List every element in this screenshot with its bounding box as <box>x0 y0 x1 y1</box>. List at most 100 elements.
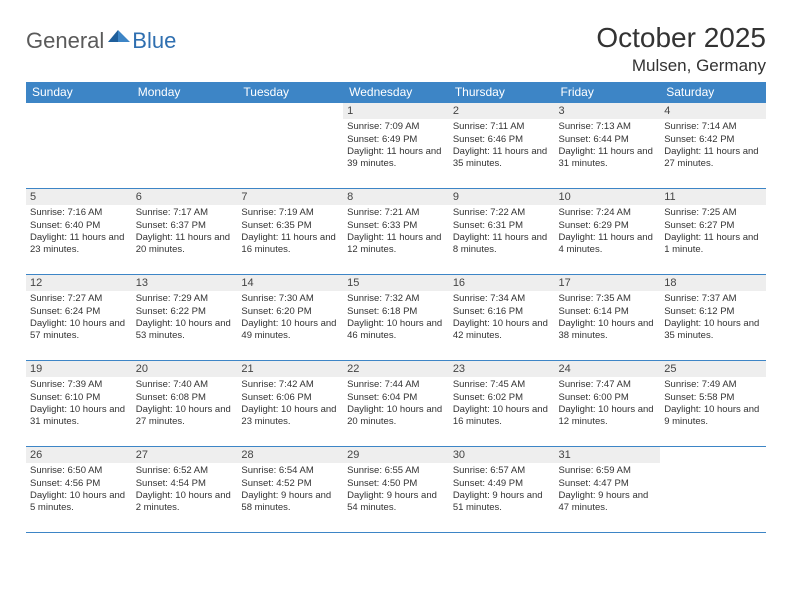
day-details: Sunrise: 7:16 AMSunset: 6:40 PMDaylight:… <box>30 207 128 256</box>
daylight-text: Daylight: 10 hours and 35 minutes. <box>664 318 762 343</box>
daylight-text: Daylight: 11 hours and 35 minutes. <box>453 146 551 171</box>
daylight-text: Daylight: 10 hours and 38 minutes. <box>559 318 657 343</box>
day-number: 4 <box>660 103 766 119</box>
day-details: Sunrise: 7:24 AMSunset: 6:29 PMDaylight:… <box>559 207 657 256</box>
day-number: 28 <box>237 447 343 463</box>
sunset-text: Sunset: 4:50 PM <box>347 478 445 490</box>
day-details: Sunrise: 7:19 AMSunset: 6:35 PMDaylight:… <box>241 207 339 256</box>
day-details: Sunrise: 7:42 AMSunset: 6:06 PMDaylight:… <box>241 379 339 428</box>
sunrise-text: Sunrise: 6:55 AM <box>347 465 445 477</box>
calendar-day-cell: 26 Sunrise: 6:50 AMSunset: 4:56 PMDayligh… <box>26 447 132 533</box>
sunrise-text: Sunrise: 7:21 AM <box>347 207 445 219</box>
day-number: 15 <box>343 275 449 291</box>
sunrise-text: Sunrise: 6:57 AM <box>453 465 551 477</box>
sunrise-text: Sunrise: 7:42 AM <box>241 379 339 391</box>
weekday-header: Sunday <box>26 82 132 103</box>
sunrise-text: Sunrise: 7:13 AM <box>559 121 657 133</box>
sunrise-text: Sunrise: 7:44 AM <box>347 379 445 391</box>
day-details: Sunrise: 7:45 AMSunset: 6:02 PMDaylight:… <box>453 379 551 428</box>
sunset-text: Sunset: 6:06 PM <box>241 392 339 404</box>
day-number: 31 <box>555 447 661 463</box>
sunrise-text: Sunrise: 7:25 AM <box>664 207 762 219</box>
calendar-week-row: 26 Sunrise: 6:50 AMSunset: 4:56 PMDayligh… <box>26 447 766 533</box>
daylight-text: Daylight: 10 hours and 31 minutes. <box>30 404 128 429</box>
day-number: 6 <box>132 189 238 205</box>
calendar-day-cell: 29 Sunrise: 6:55 AMSunset: 4:50 PMDayligh… <box>343 447 449 533</box>
weekday-header: Friday <box>555 82 661 103</box>
daylight-text: Daylight: 11 hours and 23 minutes. <box>30 232 128 257</box>
day-number: 10 <box>555 189 661 205</box>
sunset-text: Sunset: 6:31 PM <box>453 220 551 232</box>
calendar-day-cell: 10 Sunrise: 7:24 AMSunset: 6:29 PMDayligh… <box>555 189 661 275</box>
sunset-text: Sunset: 6:27 PM <box>664 220 762 232</box>
sunset-text: Sunset: 5:58 PM <box>664 392 762 404</box>
sunrise-text: Sunrise: 7:14 AM <box>664 121 762 133</box>
sunrise-text: Sunrise: 7:16 AM <box>30 207 128 219</box>
day-number: 29 <box>343 447 449 463</box>
daylight-text: Daylight: 11 hours and 16 minutes. <box>241 232 339 257</box>
calendar-day-cell: 4Sunrise: 7:14 AMSunset: 6:42 PMDaylight… <box>660 103 766 189</box>
sunrise-text: Sunrise: 7:49 AM <box>664 379 762 391</box>
day-number: 26 <box>26 447 132 463</box>
day-number: 8 <box>343 189 449 205</box>
sunrise-text: Sunrise: 7:40 AM <box>136 379 234 391</box>
calendar-week-row: 12Sunrise: 7:27 AMSunset: 6:24 PMDayligh… <box>26 275 766 361</box>
calendar-day-cell: 16Sunrise: 7:34 AMSunset: 6:16 PMDayligh… <box>449 275 555 361</box>
sunrise-text: Sunrise: 7:34 AM <box>453 293 551 305</box>
sunrise-text: Sunrise: 7:19 AM <box>241 207 339 219</box>
day-details: Sunrise: 7:29 AMSunset: 6:22 PMDaylight:… <box>136 293 234 342</box>
calendar-day-cell: 19Sunrise: 7:39 AMSunset: 6:10 PMDayligh… <box>26 361 132 447</box>
calendar-day-cell: 11Sunrise: 7:25 AMSunset: 6:27 PMDayligh… <box>660 189 766 275</box>
sunset-text: Sunset: 6:18 PM <box>347 306 445 318</box>
day-number: 12 <box>26 275 132 291</box>
daylight-text: Daylight: 9 hours and 54 minutes. <box>347 490 445 515</box>
daylight-text: Daylight: 9 hours and 47 minutes. <box>559 490 657 515</box>
calendar-day-cell: 27Sunrise: 6:52 AMSunset: 4:54 PMDayligh… <box>132 447 238 533</box>
sunset-text: Sunset: 4:52 PM <box>241 478 339 490</box>
daylight-text: Daylight: 10 hours and 23 minutes. <box>241 404 339 429</box>
day-details: Sunrise: 7:47 AMSunset: 6:00 PMDaylight:… <box>559 379 657 428</box>
day-number: 24 <box>555 361 661 377</box>
day-details: Sunrise: 6:50 AMSunset: 4:56 PMDaylight:… <box>30 465 128 514</box>
day-details: Sunrise: 7:32 AMSunset: 6:18 PMDaylight:… <box>347 293 445 342</box>
daylight-text: Daylight: 11 hours and 4 minutes. <box>559 232 657 257</box>
daylight-text: Daylight: 10 hours and 20 minutes. <box>347 404 445 429</box>
day-details: Sunrise: 7:44 AMSunset: 6:04 PMDaylight:… <box>347 379 445 428</box>
sunset-text: Sunset: 6:08 PM <box>136 392 234 404</box>
day-number: 21 <box>237 361 343 377</box>
daylight-text: Daylight: 10 hours and 46 minutes. <box>347 318 445 343</box>
day-details: Sunrise: 6:55 AMSunset: 4:50 PMDaylight:… <box>347 465 445 514</box>
weekday-header: Thursday <box>449 82 555 103</box>
calendar-day-cell: 25Sunrise: 7:49 AMSunset: 5:58 PMDayligh… <box>660 361 766 447</box>
sunset-text: Sunset: 6:37 PM <box>136 220 234 232</box>
sunrise-text: Sunrise: 7:47 AM <box>559 379 657 391</box>
calendar-day-cell: 9Sunrise: 7:22 AMSunset: 6:31 PMDaylight… <box>449 189 555 275</box>
calendar-day-cell: 7Sunrise: 7:19 AMSunset: 6:35 PMDaylight… <box>237 189 343 275</box>
daylight-text: Daylight: 10 hours and 53 minutes. <box>136 318 234 343</box>
calendar-day-cell: 3Sunrise: 7:13 AMSunset: 6:44 PMDaylight… <box>555 103 661 189</box>
sunrise-text: Sunrise: 7:27 AM <box>30 293 128 305</box>
sunrise-text: Sunrise: 7:30 AM <box>241 293 339 305</box>
daylight-text: Daylight: 10 hours and 57 minutes. <box>30 318 128 343</box>
day-number: 5 <box>26 189 132 205</box>
calendar-day-cell: . <box>26 103 132 189</box>
logo-text-general: General <box>26 28 104 54</box>
calendar-day-cell: 28Sunrise: 6:54 AMSunset: 4:52 PMDayligh… <box>237 447 343 533</box>
weekday-header: Wednesday <box>343 82 449 103</box>
sunrise-text: Sunrise: 7:39 AM <box>30 379 128 391</box>
sunrise-text: Sunrise: 7:29 AM <box>136 293 234 305</box>
sunrise-text: Sunrise: 7:22 AM <box>453 207 551 219</box>
daylight-text: Daylight: 11 hours and 8 minutes. <box>453 232 551 257</box>
daylight-text: Daylight: 10 hours and 42 minutes. <box>453 318 551 343</box>
calendar-day-cell: 23Sunrise: 7:45 AMSunset: 6:02 PMDayligh… <box>449 361 555 447</box>
header: General Blue October 2025 Mulsen, German… <box>26 22 766 76</box>
calendar-day-cell: 12Sunrise: 7:27 AMSunset: 6:24 PMDayligh… <box>26 275 132 361</box>
weekday-header: Tuesday <box>237 82 343 103</box>
sunset-text: Sunset: 6:46 PM <box>453 134 551 146</box>
sunrise-text: Sunrise: 7:17 AM <box>136 207 234 219</box>
sunrise-text: Sunrise: 7:35 AM <box>559 293 657 305</box>
sunrise-text: Sunrise: 6:54 AM <box>241 465 339 477</box>
calendar-day-cell: 1Sunrise: 7:09 AMSunset: 6:49 PMDaylight… <box>343 103 449 189</box>
title-block: October 2025 Mulsen, Germany <box>596 22 766 76</box>
day-number: 27 <box>132 447 238 463</box>
